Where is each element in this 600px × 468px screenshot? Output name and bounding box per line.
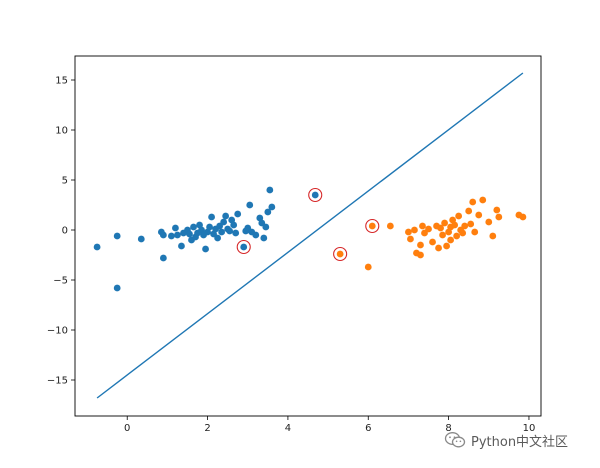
- watermark-text: Python中文社区: [471, 434, 569, 450]
- class-a-point: [93, 243, 101, 251]
- support-vector-ring: [236, 239, 251, 255]
- class-a-point: [186, 230, 193, 238]
- class-a-point: [260, 234, 268, 242]
- class-a-point: [174, 231, 181, 239]
- x-tick-label: 8: [445, 423, 451, 434]
- class-a-point: [222, 212, 230, 220]
- class-a-point: [268, 203, 276, 211]
- class-a-point: [226, 227, 234, 235]
- class-b-point: [495, 213, 503, 221]
- class-a-point: [240, 243, 248, 251]
- class-b-point: [441, 219, 448, 227]
- class-b-point: [471, 228, 479, 236]
- class-b-point: [485, 218, 493, 226]
- class-b-point: [405, 228, 412, 236]
- x-tick-label: 2: [204, 423, 210, 434]
- support-vector-ring: [365, 218, 380, 234]
- x-tick-label: 4: [285, 423, 291, 434]
- class-a-point: [208, 213, 215, 221]
- class-a-point: [246, 201, 254, 209]
- class-b-point: [411, 226, 418, 234]
- class-b-point: [467, 220, 475, 228]
- class-a-point: [218, 228, 226, 236]
- class-b-point: [386, 222, 394, 230]
- class-b-point: [417, 241, 424, 249]
- watermark: Python中文社区: [444, 429, 568, 451]
- class-b-point: [447, 236, 455, 244]
- class-b-point: [519, 213, 527, 221]
- class-a-point: [214, 234, 222, 242]
- class-b-point: [443, 242, 450, 250]
- class-a-point: [206, 223, 213, 231]
- class-b-point: [417, 251, 424, 259]
- class-b-point: [451, 221, 459, 229]
- class-a-point: [168, 232, 175, 240]
- class-b-point: [439, 231, 446, 239]
- class-b-point: [429, 238, 436, 246]
- class-b-point: [437, 224, 444, 232]
- y-tick-label: 5: [62, 176, 68, 187]
- class-b-point: [493, 206, 501, 214]
- class-a-point: [311, 191, 319, 199]
- x-tick-label: 6: [365, 423, 371, 434]
- class-b-point: [425, 225, 432, 233]
- class-b-point: [455, 212, 463, 220]
- class-a-point: [113, 232, 121, 240]
- class-b-point: [459, 229, 467, 237]
- class-a-point: [190, 223, 197, 231]
- class-b-point: [368, 222, 376, 230]
- class-b-point: [419, 222, 426, 230]
- wechat-icon: [444, 432, 466, 448]
- class-a-point: [234, 210, 242, 218]
- class-b-point: [465, 207, 473, 215]
- y-tick-label: −10: [47, 326, 68, 337]
- plot-frame: [74, 55, 542, 417]
- x-tick-label: 0: [124, 423, 130, 434]
- class-a-point: [113, 284, 121, 292]
- x-tick-label: 10: [523, 423, 536, 434]
- class-a-point: [262, 223, 270, 231]
- class-a-point: [220, 218, 228, 226]
- class-a-point: [137, 235, 145, 243]
- class-b-point: [461, 222, 469, 230]
- class-b-point: [364, 263, 372, 271]
- support-vector-ring: [333, 246, 348, 262]
- class-a-point: [178, 242, 185, 250]
- class-b-point: [489, 232, 497, 240]
- class-a-point: [202, 245, 209, 253]
- y-tick-label: 15: [55, 76, 68, 87]
- y-tick-label: −5: [53, 276, 68, 287]
- support-vector-ring: [308, 187, 323, 203]
- y-tick-label: 0: [62, 226, 68, 237]
- y-tick-label: −15: [47, 376, 68, 387]
- class-b-point: [336, 250, 344, 258]
- class-a-point: [266, 186, 274, 194]
- class-a-point: [264, 208, 272, 216]
- y-tick-label: 10: [55, 126, 68, 137]
- class-b-point: [469, 198, 477, 206]
- class-a-point: [159, 254, 167, 262]
- class-a-point: [159, 231, 167, 239]
- class-b-point: [475, 211, 483, 219]
- class-a-point: [172, 224, 179, 232]
- class-b-point: [435, 244, 442, 252]
- class-b-point: [453, 232, 461, 240]
- decision-boundary-line: [96, 72, 524, 399]
- class-b-point: [407, 235, 414, 243]
- class-a-point: [252, 231, 260, 239]
- class-a-point: [232, 229, 240, 237]
- class-a-point: [230, 221, 238, 229]
- class-b-point: [479, 196, 487, 204]
